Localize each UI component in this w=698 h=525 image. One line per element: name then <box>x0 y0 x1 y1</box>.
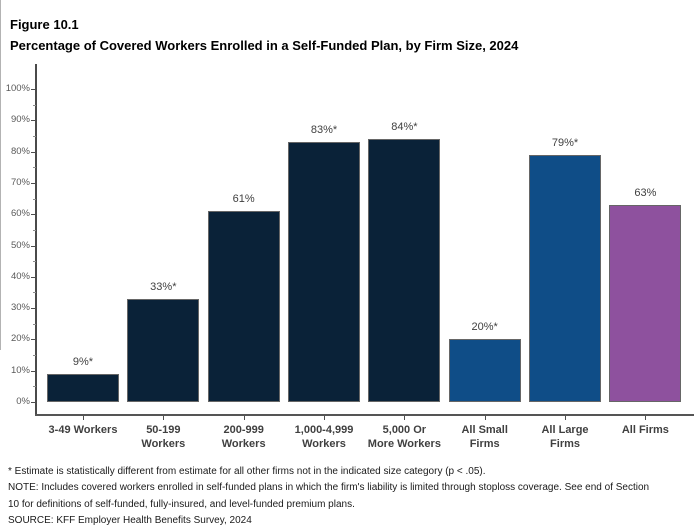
bar <box>207 211 280 402</box>
y-axis-tick-label: 90% <box>10 114 30 126</box>
y-axis-tick-label: 10% <box>10 364 30 376</box>
y-axis-major-tick <box>31 120 36 122</box>
bar-value-label: 63% <box>634 186 657 199</box>
y-axis-major-tick <box>31 151 36 153</box>
footnote-line: * Estimate is statistically different fr… <box>8 466 486 477</box>
y-axis-minor-tick <box>33 386 36 388</box>
x-axis-category-label: All Small Firms <box>461 424 508 450</box>
y-axis-tick-label: 0% <box>16 396 30 407</box>
footnote-line: NOTE: Includes covered workers enrolled … <box>8 482 650 494</box>
y-axis-major-tick <box>31 182 36 184</box>
bar <box>609 204 682 402</box>
plot-panel-right-border <box>0 0 1 350</box>
bar-value-label: 9%* <box>72 355 94 368</box>
x-axis-tick <box>83 416 84 420</box>
x-axis-tick <box>163 416 165 420</box>
x-axis-tick <box>484 416 486 420</box>
bar <box>288 142 361 402</box>
y-axis-major-tick <box>31 370 36 372</box>
bar <box>127 298 200 402</box>
y-axis-major-tick <box>31 276 36 278</box>
y-axis-minor-tick <box>33 292 36 294</box>
y-axis-major-tick <box>31 402 36 403</box>
y-axis-tick-label: 100% <box>5 83 30 94</box>
chart-title: Percentage of Covered Workers Enrolled i… <box>10 38 519 53</box>
x-axis-tick <box>404 416 406 420</box>
x-axis-category-label: 1,000-4,999 Workers <box>294 424 354 450</box>
bar <box>448 339 521 402</box>
y-axis-minor-tick <box>33 198 36 200</box>
y-axis-major-tick <box>31 214 36 216</box>
y-axis-minor-tick <box>33 229 36 231</box>
y-axis-tick-label: 20% <box>10 333 30 345</box>
x-axis-tick <box>565 416 567 420</box>
bar-value-label: 61% <box>232 193 255 206</box>
x-axis-category-label: 200-999 Workers <box>221 424 266 450</box>
bar <box>529 154 602 402</box>
x-axis-line <box>35 414 694 416</box>
bar <box>368 139 441 402</box>
y-axis-tick-label: 70% <box>10 176 30 188</box>
y-axis-tick-label: 40% <box>10 270 30 282</box>
y-axis-tick-label: 60% <box>10 208 30 220</box>
y-axis-major-tick <box>31 89 36 90</box>
y-axis-major-tick <box>31 245 36 247</box>
bar <box>47 373 119 402</box>
y-axis-major-tick <box>31 339 36 341</box>
x-axis-tick <box>645 416 647 420</box>
x-axis-category-label: All Large Firms <box>541 424 589 450</box>
footnote-line: SOURCE: KFF Employer Health Benefits Sur… <box>8 514 252 525</box>
y-axis-minor-tick <box>33 135 36 137</box>
footnote-line: 10 for definitions of self-funded, fully… <box>8 498 355 510</box>
y-axis-minor-tick <box>33 355 36 357</box>
x-axis-category-label: 3-49 Workers <box>48 424 118 436</box>
x-axis-tick <box>324 416 326 420</box>
y-axis-major-tick <box>31 308 36 310</box>
y-axis-minor-tick <box>33 104 36 106</box>
x-axis-category-label: 5,000 Or More Workers <box>367 424 441 450</box>
x-axis-tick <box>243 416 245 420</box>
x-axis-category-label: 50-199 Workers <box>141 424 186 450</box>
y-axis-tick-label: 80% <box>10 145 30 157</box>
y-axis-minor-tick <box>33 261 36 263</box>
bar-value-label: 84%* <box>391 121 418 134</box>
bar-value-label: 79%* <box>551 136 579 149</box>
y-axis-minor-tick <box>33 323 36 325</box>
y-axis-line <box>35 64 37 415</box>
figure-number: Figure 10.1 <box>10 17 79 32</box>
bar-value-label: 33%* <box>150 280 177 293</box>
y-axis-minor-tick <box>33 167 36 169</box>
y-axis-tick-label: 30% <box>10 302 30 314</box>
bar-value-label: 20%* <box>471 321 498 334</box>
x-axis-category-label: All Firms <box>621 424 669 436</box>
bar-value-label: 83%* <box>310 124 338 137</box>
y-axis-tick-label: 50% <box>10 239 30 251</box>
footnotes: * Estimate is statistically different fr… <box>8 464 694 525</box>
